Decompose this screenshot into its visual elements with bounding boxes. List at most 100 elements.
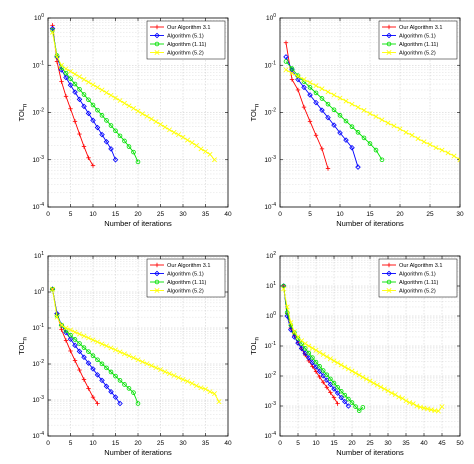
legend-label: Algorithm (1.11) xyxy=(167,42,207,48)
data-point xyxy=(331,358,337,364)
series-line xyxy=(52,289,121,404)
data-point xyxy=(171,372,177,378)
x-tick-label: 25 xyxy=(157,211,165,218)
data-point xyxy=(283,59,289,64)
data-point xyxy=(313,90,319,96)
x-tick-label: 20 xyxy=(134,440,142,447)
data-point xyxy=(94,372,101,378)
data-point xyxy=(342,392,348,398)
data-point xyxy=(386,50,392,55)
data-point xyxy=(324,354,330,360)
data-point xyxy=(281,286,287,292)
x-tick-label: 25 xyxy=(426,211,434,218)
data-point xyxy=(68,68,73,74)
x-tick-label: 5 xyxy=(308,211,312,218)
data-point xyxy=(113,128,118,134)
data-point xyxy=(360,374,366,380)
data-point xyxy=(117,400,123,407)
data-point xyxy=(212,391,217,397)
data-point xyxy=(439,147,445,153)
data-point xyxy=(319,96,325,101)
data-point xyxy=(59,327,64,332)
data-point xyxy=(72,329,78,335)
data-point xyxy=(154,262,160,268)
data-point xyxy=(113,347,118,353)
data-point xyxy=(427,142,433,148)
data-point xyxy=(154,41,160,47)
legend-label: Our Algorithm 3.1 xyxy=(399,25,443,31)
data-point xyxy=(149,363,154,369)
data-point xyxy=(189,380,195,386)
y-tick-label: 10-2 xyxy=(32,359,44,368)
x-tick-label: 5 xyxy=(69,440,73,447)
y-tick-label: 100 xyxy=(266,311,276,320)
series-line xyxy=(52,289,139,404)
x-tick-label: 35 xyxy=(202,211,210,218)
data-point xyxy=(63,328,69,333)
data-point xyxy=(415,136,421,142)
data-point xyxy=(112,394,119,400)
data-point xyxy=(335,360,341,366)
data-point xyxy=(338,388,344,394)
data-point xyxy=(331,395,337,400)
data-point xyxy=(299,338,305,344)
series-4 xyxy=(283,67,460,163)
data-point xyxy=(457,157,460,163)
legend-label: Algorithm (5.1) xyxy=(167,272,204,278)
data-point xyxy=(403,398,409,404)
data-point xyxy=(95,107,100,113)
data-point xyxy=(355,164,361,170)
data-point xyxy=(331,380,337,386)
legend-label: Our Algorithm 3.1 xyxy=(167,25,211,31)
chart-panel-4: 0 5 10 15 20 25 30 35 40 45 50 10-4 10-3 10-2 10-1 100 1… xyxy=(249,251,464,457)
legend-label: Algorithm (1.11) xyxy=(399,42,439,48)
legend: Our Algorithm 3.1 Algorithm (5.1) Algorith… xyxy=(146,20,226,60)
legend: Our Algorithm 3.1 Algorithm (5.1) Algorith… xyxy=(146,258,226,298)
data-point xyxy=(295,334,301,340)
data-point xyxy=(154,24,160,30)
data-point xyxy=(331,92,337,98)
data-point xyxy=(319,107,325,113)
data-point xyxy=(72,81,78,87)
legend-entry: Algorithm (5.2) xyxy=(382,50,436,57)
data-point xyxy=(108,146,114,152)
y-tick-label: 10-3 xyxy=(32,155,44,164)
data-point xyxy=(349,124,355,130)
data-point xyxy=(283,54,289,60)
series-line xyxy=(285,56,359,168)
data-point xyxy=(68,348,73,354)
data-point xyxy=(117,98,123,104)
data-point xyxy=(283,40,289,45)
data-point xyxy=(356,408,362,413)
legend-entry: Our Algorithm 3.1 xyxy=(382,24,443,31)
legend-entry: Our Algorithm 3.1 xyxy=(150,24,211,31)
x-axis-label: Number of iterations xyxy=(336,219,404,228)
x-tick-label: 40 xyxy=(420,440,428,447)
data-point xyxy=(63,94,69,99)
data-point xyxy=(212,157,217,163)
data-point xyxy=(342,364,348,370)
data-point xyxy=(334,390,341,396)
data-point xyxy=(313,83,319,89)
data-point xyxy=(72,119,78,124)
data-point xyxy=(403,129,409,135)
series-line xyxy=(285,42,329,169)
data-point xyxy=(307,119,313,124)
data-point xyxy=(86,349,91,354)
x-tick-label: 30 xyxy=(384,440,392,447)
y-tick-label: 100 xyxy=(266,13,276,22)
data-point xyxy=(386,32,392,39)
legend-label: Our Algorithm 3.1 xyxy=(167,263,211,269)
data-point xyxy=(95,84,100,90)
y-tick-label: 10-1 xyxy=(264,341,276,350)
data-point xyxy=(302,341,308,347)
data-point xyxy=(167,371,172,377)
data-point xyxy=(396,394,402,400)
data-point xyxy=(391,123,397,129)
x-tick-label: 30 xyxy=(456,211,464,218)
y-tick-label: 100 xyxy=(34,13,44,22)
data-point xyxy=(176,132,181,138)
data-point xyxy=(63,338,69,343)
data-point xyxy=(337,113,343,118)
